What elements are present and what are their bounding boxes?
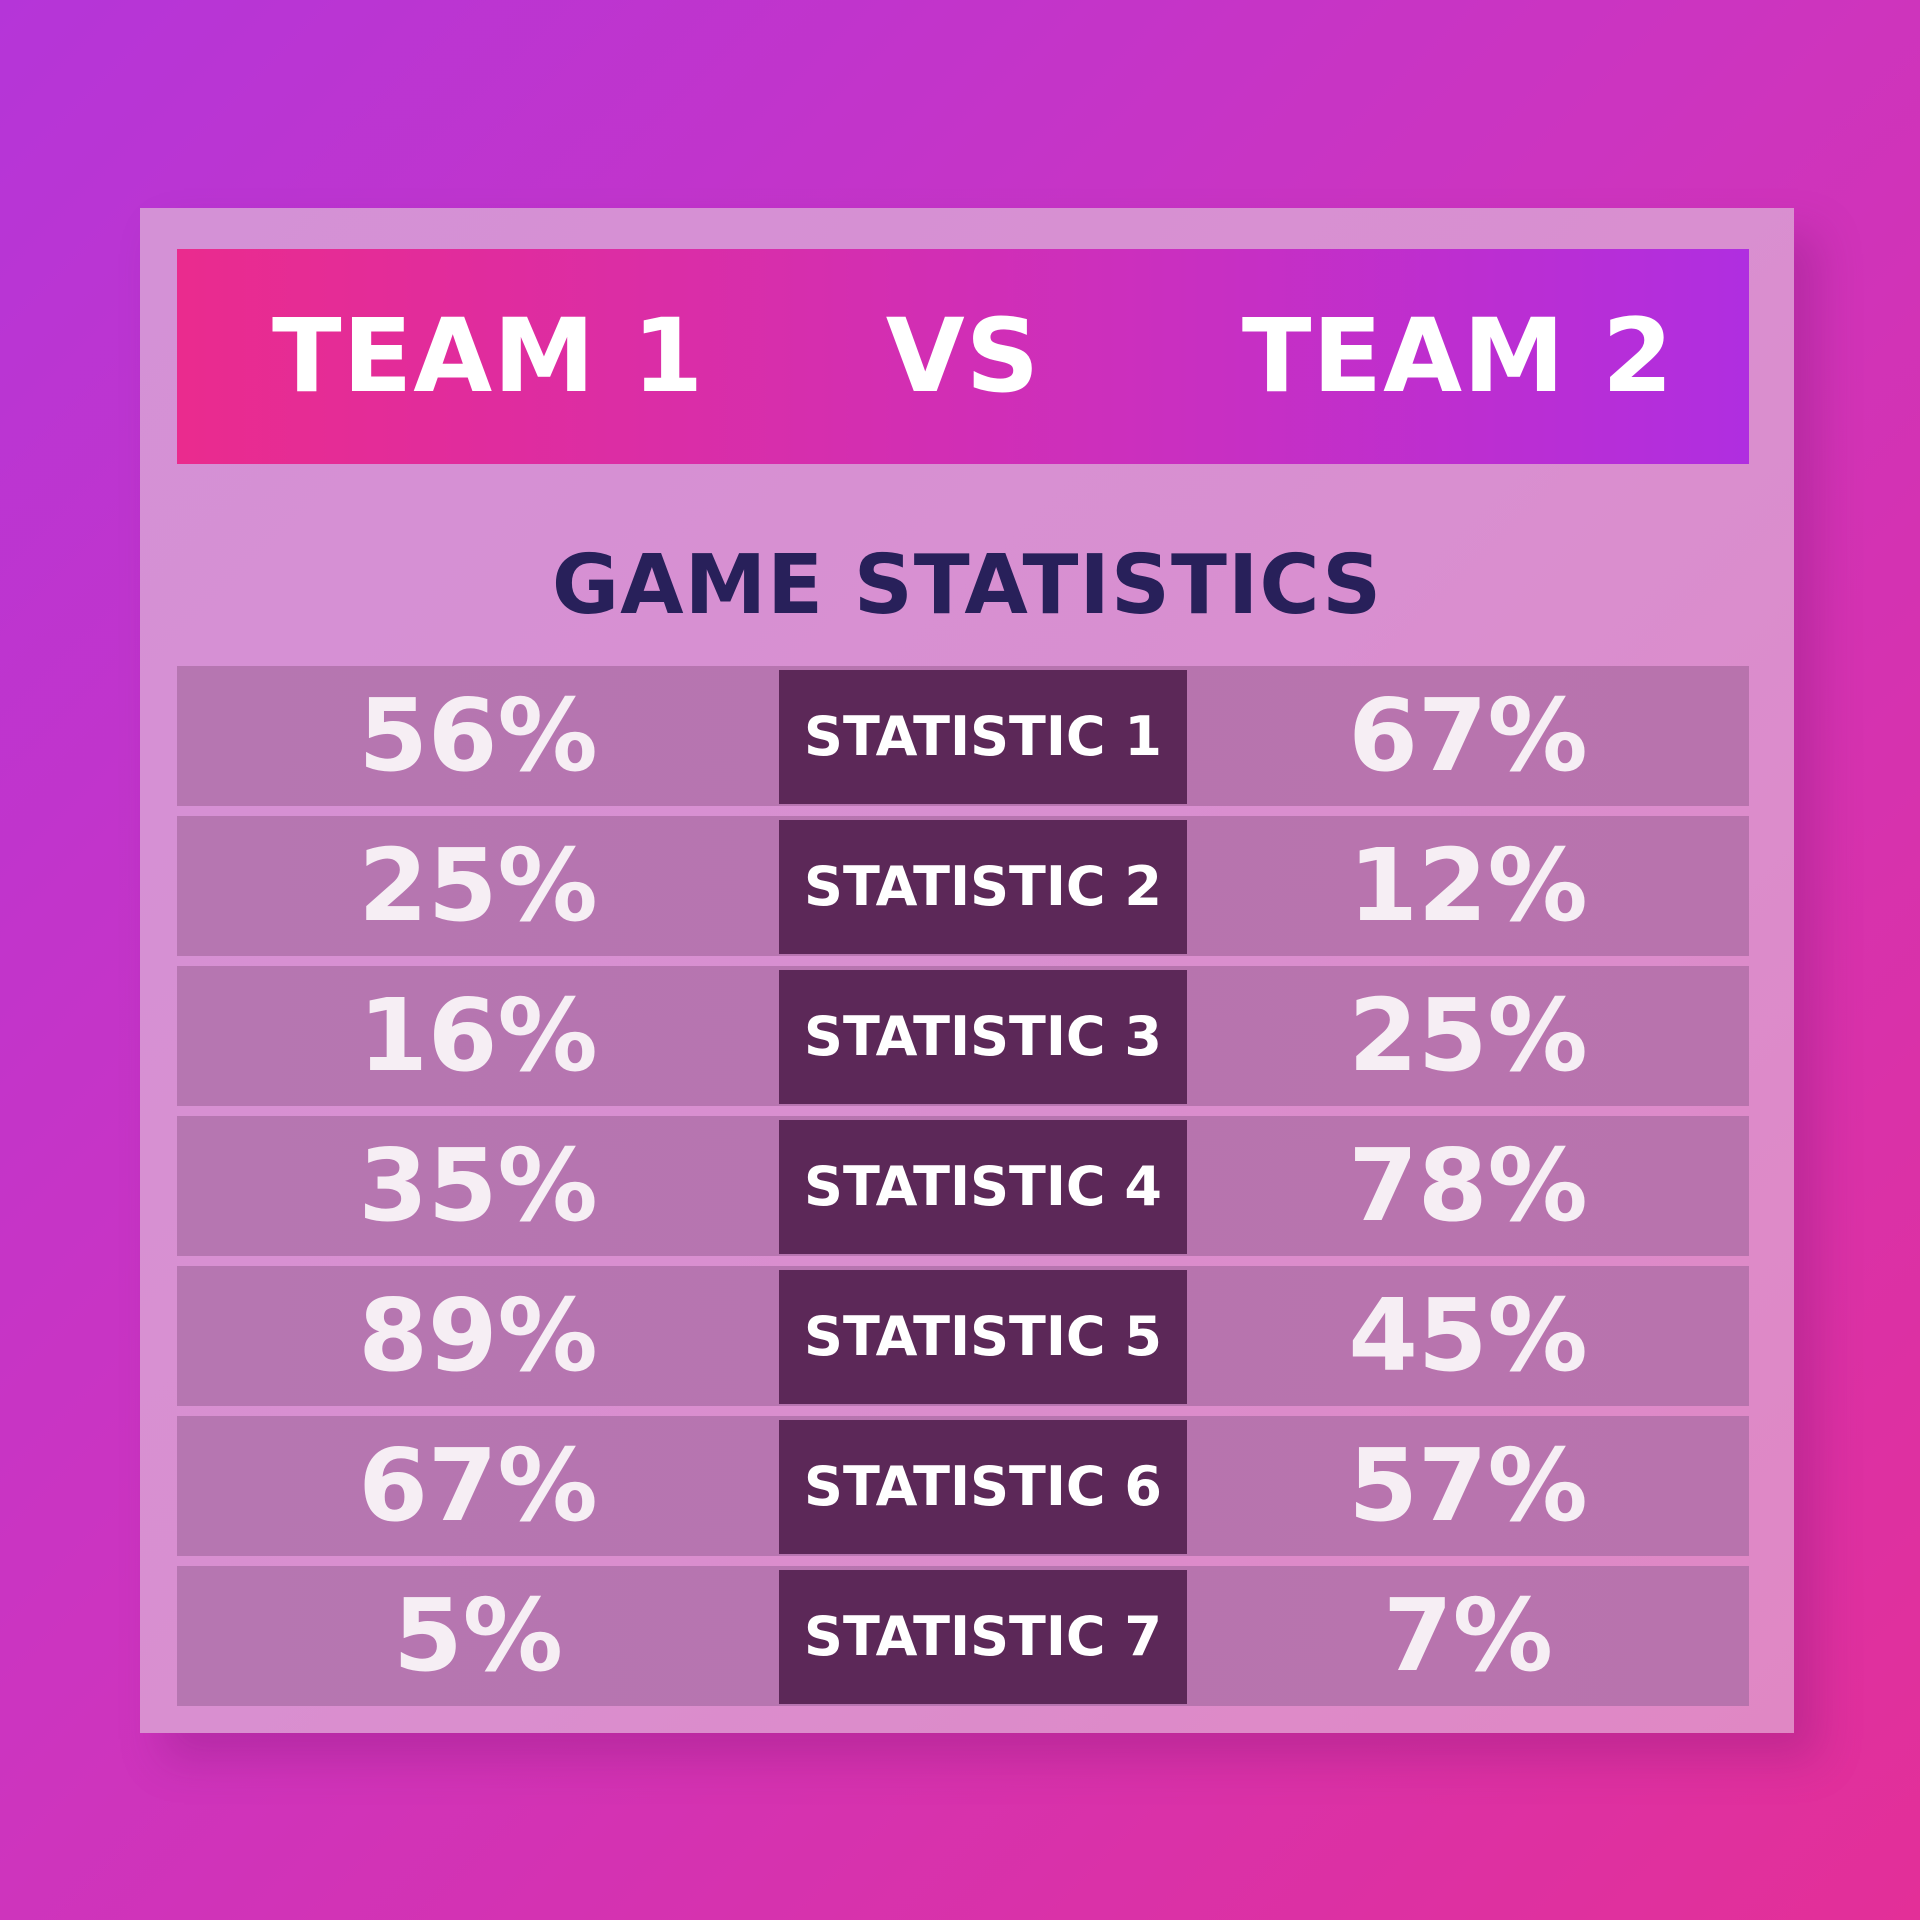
team1-value: 25%: [358, 827, 598, 944]
team1-value: 67%: [358, 1427, 598, 1544]
stat-label: STATISTIC 3: [779, 970, 1187, 1104]
team1-value: 35%: [358, 1127, 598, 1244]
team2-value: 57%: [1348, 1427, 1588, 1544]
stat-label: STATISTIC 7: [779, 1570, 1187, 1704]
team1-value: 5%: [393, 1577, 563, 1694]
stats-table: 56% STATISTIC 1 67% 25% STATISTIC 2 12% …: [177, 666, 1749, 1716]
team1-name: TEAM 1: [272, 297, 705, 416]
stat-row: 16% STATISTIC 3 25%: [177, 966, 1749, 1106]
team2-value: 78%: [1348, 1127, 1588, 1244]
team1-value: 56%: [358, 677, 598, 794]
team1-value: 16%: [358, 977, 598, 1094]
team2-name: TEAM 2: [1241, 297, 1674, 416]
match-header: TEAM 1 VS TEAM 2: [177, 249, 1749, 464]
team1-value: 89%: [358, 1277, 598, 1394]
stat-label: STATISTIC 5: [779, 1270, 1187, 1404]
stats-card: TEAM 1 VS TEAM 2 GAME STATISTICS 56% STA…: [140, 208, 1794, 1733]
stat-row: 35% STATISTIC 4 78%: [177, 1116, 1749, 1256]
team2-value: 67%: [1348, 677, 1588, 794]
team2-value: 25%: [1348, 977, 1588, 1094]
team2-value: 45%: [1348, 1277, 1588, 1394]
team2-value: 12%: [1348, 827, 1588, 944]
stat-row: 56% STATISTIC 1 67%: [177, 666, 1749, 806]
stat-row: 25% STATISTIC 2 12%: [177, 816, 1749, 956]
stat-label: STATISTIC 6: [779, 1420, 1187, 1554]
versus-label: VS: [885, 297, 1041, 416]
stats-title: GAME STATISTICS: [551, 538, 1383, 633]
stat-row: 67% STATISTIC 6 57%: [177, 1416, 1749, 1556]
stat-row: 5% STATISTIC 7 7%: [177, 1566, 1749, 1706]
stat-label: STATISTIC 1: [779, 670, 1187, 804]
stat-label: STATISTIC 2: [779, 820, 1187, 954]
stat-label: STATISTIC 4: [779, 1120, 1187, 1254]
team2-value: 7%: [1383, 1577, 1553, 1694]
stat-row: 89% STATISTIC 5 45%: [177, 1266, 1749, 1406]
